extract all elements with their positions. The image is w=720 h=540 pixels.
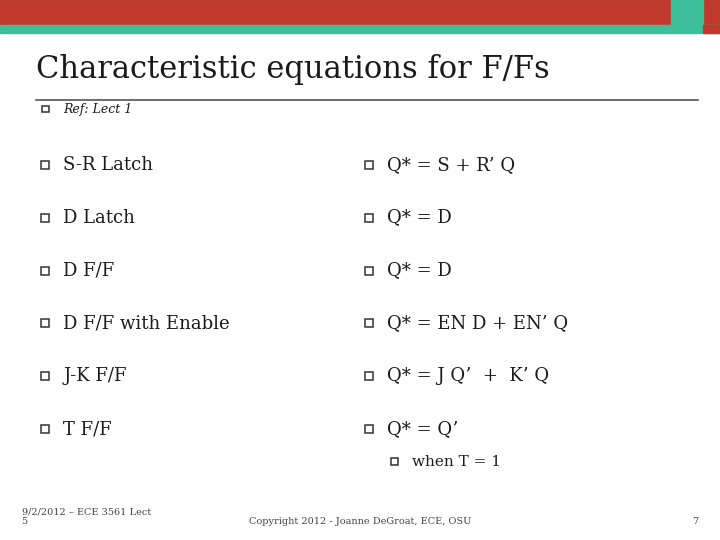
Text: D Latch: D Latch [63,208,135,227]
Bar [391,458,398,465]
Bar [703,25,720,33]
Text: 9/2/2012 – ECE 3561 Lect
5: 9/2/2012 – ECE 3561 Lect 5 [22,507,151,526]
Bar [41,267,50,274]
Bar [41,214,50,221]
Text: Q* = EN D + EN’ Q: Q* = EN D + EN’ Q [387,314,569,333]
Text: 7: 7 [692,517,698,526]
Bar [41,161,50,168]
Text: Characteristic equations for F/Fs: Characteristic equations for F/Fs [36,54,550,85]
Bar [365,320,374,327]
Text: Q* = Q’: Q* = Q’ [387,420,459,438]
Text: T F/F: T F/F [63,420,112,438]
Text: Q* = D: Q* = D [387,261,452,280]
Bar [365,267,374,274]
Text: S-R Latch: S-R Latch [63,156,153,174]
Text: Copyright 2012 - Joanne DeGroat, ECE, OSU: Copyright 2012 - Joanne DeGroat, ECE, OS… [249,517,471,526]
Bar [0,25,720,33]
Bar [0,0,720,26]
Text: J-K F/F: J-K F/F [63,367,127,386]
Bar [671,0,703,26]
Text: D F/F: D F/F [63,261,114,280]
Bar [365,214,374,221]
Bar [41,426,50,433]
Text: Q* = D: Q* = D [387,208,452,227]
Text: Ref: Lect 1: Ref: Lect 1 [63,103,132,116]
Bar [41,320,50,327]
Text: Q* = S + R’ Q: Q* = S + R’ Q [387,156,516,174]
Bar [365,373,374,380]
Text: when T = 1: when T = 1 [412,455,501,469]
Text: D F/F with Enable: D F/F with Enable [63,314,230,333]
Bar [365,426,374,433]
Bar [42,106,49,112]
Text: Q* = J Q’  +  K’ Q: Q* = J Q’ + K’ Q [387,367,549,386]
Bar [365,161,374,168]
Bar [41,373,50,380]
